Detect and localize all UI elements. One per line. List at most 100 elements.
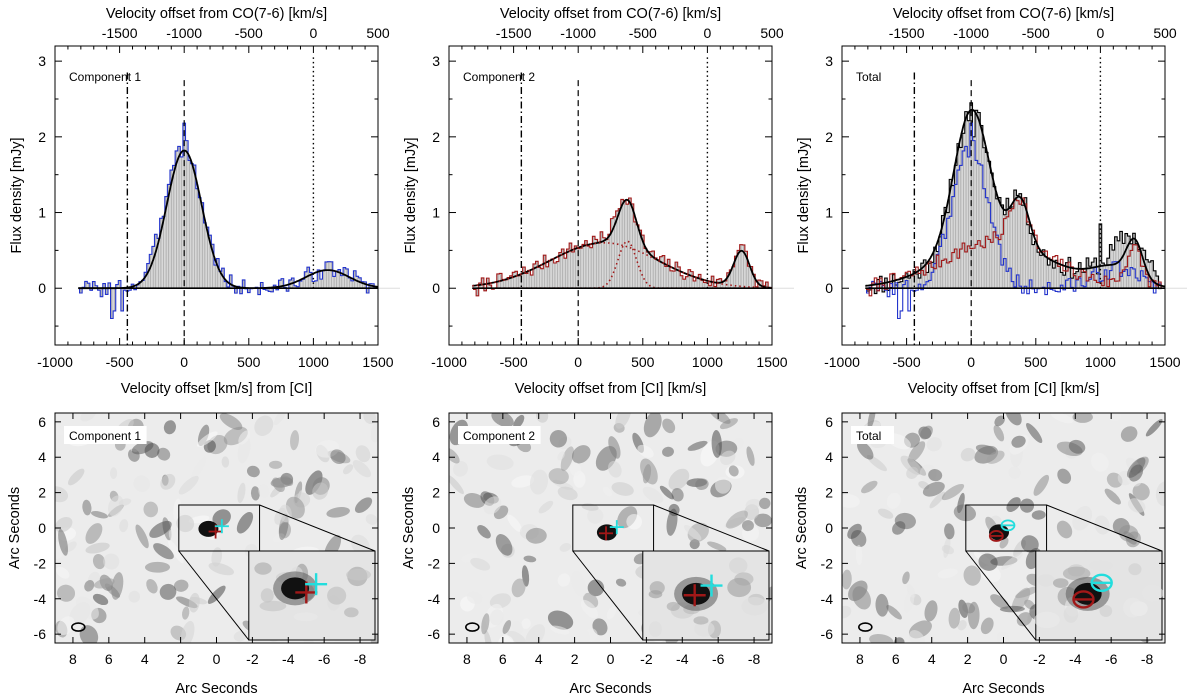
noise-blob — [495, 534, 513, 556]
y-tick-label: -6 — [34, 626, 47, 642]
noise-blob — [238, 430, 251, 445]
noise-blob — [1120, 426, 1138, 442]
noise-blob — [182, 606, 190, 620]
y-axis-title: Flux density [mJy] — [9, 137, 25, 253]
noise-blob — [1031, 510, 1046, 520]
x-tick-label: 6 — [499, 651, 507, 667]
noise-blob — [941, 483, 965, 501]
noise-blob — [894, 512, 916, 530]
x-axis-title: Velocity offset from [CI] [km/s] — [515, 381, 707, 397]
noise-blob — [900, 455, 922, 475]
noise-blob — [937, 568, 958, 579]
noise-blob — [920, 425, 933, 440]
noise-blob — [1132, 483, 1150, 501]
noise-blob — [82, 499, 92, 516]
noise-blob — [523, 555, 537, 563]
noise-blob — [719, 418, 738, 430]
y-tick-label: 2 — [38, 129, 46, 145]
noise-blob — [980, 617, 994, 635]
noise-blob — [507, 630, 526, 643]
x-tick-label: 8 — [69, 651, 77, 667]
panel-label: Component 1 — [69, 429, 141, 443]
noise-blob — [725, 510, 748, 529]
noise-blob — [918, 426, 932, 440]
noise-blob — [207, 585, 226, 604]
noise-blob — [290, 430, 299, 451]
noise-blob — [84, 579, 95, 592]
noise-blob — [744, 504, 760, 520]
noise-blob — [548, 468, 569, 485]
x-tick-label: -6 — [712, 651, 725, 667]
x-tick-label: -8 — [748, 651, 761, 667]
noise-blob — [986, 450, 1005, 464]
x-axis-title: Arc Seconds — [569, 681, 651, 697]
noise-blob — [910, 593, 922, 606]
noise-blob — [906, 584, 916, 598]
noise-blob — [135, 524, 149, 549]
noise-blob — [167, 539, 184, 564]
noise-blob — [312, 477, 330, 495]
noise-blob — [108, 495, 124, 517]
x-tick-label: 1500 — [756, 354, 787, 370]
noise-blob — [592, 618, 608, 636]
noise-blob — [103, 553, 120, 570]
y-tick-label: 0 — [38, 280, 46, 296]
map-area — [55, 413, 378, 643]
noise-blob — [662, 446, 674, 457]
x-tick-label: -2 — [246, 651, 259, 667]
inset-noise-blob — [648, 590, 663, 599]
y-tick-label: 2 — [825, 129, 833, 145]
noise-blob — [143, 501, 159, 518]
x-axis-title: Velocity offset [km/s] from [CI] — [121, 381, 313, 397]
noise-blob — [1056, 520, 1073, 539]
top-tick-label: 500 — [1153, 25, 1177, 41]
y-tick-label: 1 — [825, 205, 833, 221]
top-tick-label: 0 — [310, 25, 318, 41]
x-tick-label: -2 — [1033, 651, 1046, 667]
noise-blob — [550, 625, 570, 635]
noise-blob — [1127, 498, 1146, 513]
zoom-connector — [178, 550, 250, 641]
inset-noise-blob — [729, 557, 748, 574]
noise-blob — [993, 425, 1005, 442]
map-area — [449, 413, 772, 643]
x-tick-label: -500 — [500, 354, 528, 370]
noise-blob — [188, 515, 210, 524]
noise-blob — [724, 517, 745, 528]
noise-blob — [316, 444, 330, 463]
noise-blob — [886, 604, 902, 620]
noise-blob — [144, 561, 171, 573]
inset-noise-blob — [648, 621, 662, 637]
x-tick-label: -500 — [106, 354, 134, 370]
noise-blob — [852, 586, 871, 610]
noise-blob — [254, 415, 274, 436]
panel-label: Component 2 — [463, 70, 535, 84]
y-tick-label: -4 — [428, 591, 441, 607]
noise-blob — [536, 413, 549, 423]
panel-label-background — [64, 426, 147, 444]
noise-blob — [552, 479, 574, 490]
noise-blob — [918, 481, 930, 490]
noise-blob — [69, 602, 91, 626]
noise-blob — [499, 416, 511, 429]
source-emission — [198, 520, 219, 537]
noise-blob — [617, 506, 638, 529]
noise-blob — [461, 553, 478, 563]
noise-blob — [513, 414, 525, 429]
top-tick-label: -1500 — [889, 25, 925, 41]
x-tick-label: 6 — [105, 651, 113, 667]
x-tick-label: 0 — [574, 354, 582, 370]
y-tick-label: 1 — [38, 205, 46, 221]
noise-blob — [493, 505, 509, 520]
inset-noise-blob — [344, 607, 359, 618]
noise-blob — [485, 603, 504, 628]
spectrum-panel-1: -1000 -500 0 500 1000 1500 -1500 -1000 -500 0 500 0… — [9, 6, 400, 397]
noise-blob — [511, 578, 526, 598]
inset-source — [682, 582, 711, 605]
top-tick-label: 0 — [1097, 25, 1105, 41]
noise-blob — [573, 470, 586, 488]
y-tick-label: -4 — [34, 591, 47, 607]
noise-blob — [1068, 439, 1086, 454]
noise-blob — [128, 448, 140, 462]
y-tick-label: 3 — [825, 53, 833, 69]
